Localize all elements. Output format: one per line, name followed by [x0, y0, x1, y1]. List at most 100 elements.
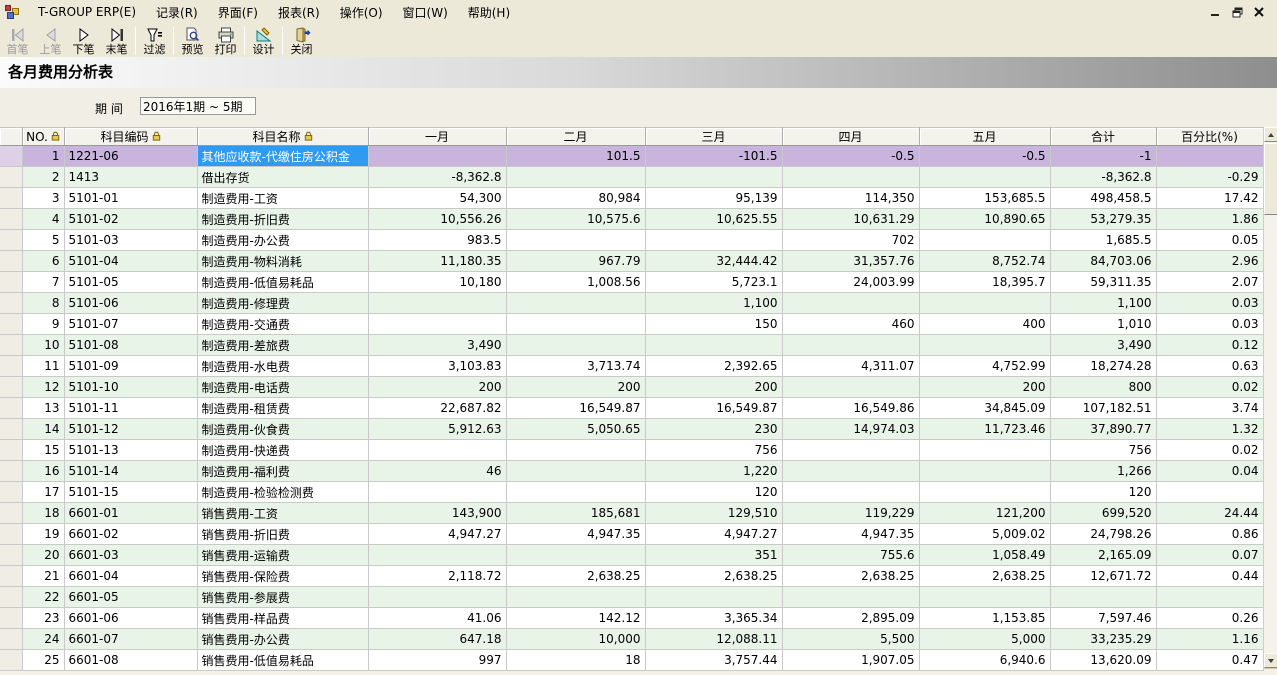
cell[interactable]: 18,274.28: [1050, 355, 1157, 377]
cell[interactable]: 800: [1050, 376, 1157, 398]
cell[interactable]: 11,180.35: [368, 250, 507, 272]
cell[interactable]: 4,947.27: [368, 523, 507, 545]
cell[interactable]: 0.05: [1156, 229, 1264, 251]
cell[interactable]: 6601-03: [64, 544, 198, 566]
print-button[interactable]: 打印: [209, 25, 242, 56]
cell[interactable]: 84,703.06: [1050, 250, 1157, 272]
cell[interactable]: 2,392.65: [645, 355, 783, 377]
row-indicator[interactable]: [0, 376, 23, 398]
cell[interactable]: 3,713.74: [506, 355, 646, 377]
cell[interactable]: 119,229: [782, 502, 920, 524]
cell[interactable]: 120: [1050, 481, 1157, 503]
cell[interactable]: 1,685.5: [1050, 229, 1157, 251]
cell[interactable]: 0.03: [1156, 313, 1264, 335]
preview-button[interactable]: 预览: [176, 25, 209, 56]
cell[interactable]: [1050, 586, 1157, 608]
cell[interactable]: 0.26: [1156, 607, 1264, 629]
cell[interactable]: [645, 334, 783, 356]
cell[interactable]: 25: [22, 649, 65, 671]
cell[interactable]: 19: [22, 523, 65, 545]
cell[interactable]: 702: [782, 229, 920, 251]
cell[interactable]: 24,798.26: [1050, 523, 1157, 545]
cell[interactable]: 11,723.46: [919, 418, 1051, 440]
cell[interactable]: 5101-10: [64, 376, 198, 398]
row-indicator[interactable]: [0, 649, 23, 671]
cell[interactable]: 制造费用-办公费: [197, 229, 369, 251]
cell[interactable]: 5101-05: [64, 271, 198, 293]
cell[interactable]: 销售费用-保险费: [197, 565, 369, 587]
cell[interactable]: 3,757.44: [645, 649, 783, 671]
cell[interactable]: [782, 460, 920, 482]
cell[interactable]: 销售费用-参展费: [197, 586, 369, 608]
cell[interactable]: [919, 439, 1051, 461]
cell[interactable]: 5: [22, 229, 65, 251]
cell[interactable]: 4,947.27: [645, 523, 783, 545]
cell[interactable]: 5101-08: [64, 334, 198, 356]
cell[interactable]: 32,444.42: [645, 250, 783, 272]
cell[interactable]: [919, 586, 1051, 608]
cell[interactable]: 5101-12: [64, 418, 198, 440]
cell[interactable]: 4: [22, 208, 65, 230]
cell[interactable]: 2.07: [1156, 271, 1264, 293]
cell[interactable]: 5101-09: [64, 355, 198, 377]
row-indicator[interactable]: [0, 145, 23, 167]
cell[interactable]: 1,058.49: [919, 544, 1051, 566]
cell[interactable]: [1156, 481, 1264, 503]
cell[interactable]: 6601-05: [64, 586, 198, 608]
cell[interactable]: [506, 229, 646, 251]
cell[interactable]: 0.12: [1156, 334, 1264, 356]
cell[interactable]: 18: [22, 502, 65, 524]
cell[interactable]: 2,638.25: [919, 565, 1051, 587]
cell[interactable]: 12,671.72: [1050, 565, 1157, 587]
period-input[interactable]: [140, 97, 256, 115]
first-record-button[interactable]: 首笔: [1, 25, 34, 56]
cell[interactable]: 1.86: [1156, 208, 1264, 230]
menu-item-interface[interactable]: 界面(F): [217, 5, 258, 20]
cell[interactable]: 46: [368, 460, 507, 482]
cell[interactable]: 5101-06: [64, 292, 198, 314]
cell[interactable]: 129,510: [645, 502, 783, 524]
cell[interactable]: 15: [22, 439, 65, 461]
cell[interactable]: 6,940.6: [919, 649, 1051, 671]
cell[interactable]: 120: [645, 481, 783, 503]
cell[interactable]: 34,845.09: [919, 397, 1051, 419]
row-indicator[interactable]: [0, 292, 23, 314]
cell[interactable]: 3,490: [368, 334, 507, 356]
cell[interactable]: 18,395.7: [919, 271, 1051, 293]
cell[interactable]: 借出存货: [197, 166, 369, 188]
cell[interactable]: 0.44: [1156, 565, 1264, 587]
cell[interactable]: [368, 481, 507, 503]
cell[interactable]: 6601-07: [64, 628, 198, 650]
cell[interactable]: 6601-06: [64, 607, 198, 629]
cell[interactable]: 5101-01: [64, 187, 198, 209]
cell[interactable]: 制造费用-交通费: [197, 313, 369, 335]
cell[interactable]: 销售费用-折旧费: [197, 523, 369, 545]
cell[interactable]: 销售费用-低值易耗品: [197, 649, 369, 671]
cell[interactable]: 5,000: [919, 628, 1051, 650]
row-indicator[interactable]: [0, 397, 23, 419]
cell[interactable]: 699,520: [1050, 502, 1157, 524]
column-header[interactable]: 合计: [1050, 127, 1157, 146]
cell[interactable]: 37,890.77: [1050, 418, 1157, 440]
cell[interactable]: 107,182.51: [1050, 397, 1157, 419]
cell[interactable]: 13: [22, 397, 65, 419]
cell[interactable]: 1,266: [1050, 460, 1157, 482]
cell[interactable]: 制造费用-低值易耗品: [197, 271, 369, 293]
cell[interactable]: 13,620.09: [1050, 649, 1157, 671]
cell[interactable]: 53,279.35: [1050, 208, 1157, 230]
cell[interactable]: 22,687.82: [368, 397, 507, 419]
cell[interactable]: 0.02: [1156, 376, 1264, 398]
cell[interactable]: 1,153.85: [919, 607, 1051, 629]
cell[interactable]: 1.32: [1156, 418, 1264, 440]
cell[interactable]: -8,362.8: [1050, 166, 1157, 188]
menu-item-operation[interactable]: 操作(O): [339, 5, 383, 20]
cell[interactable]: 351: [645, 544, 783, 566]
row-indicator[interactable]: [0, 439, 23, 461]
close-window-button[interactable]: [1251, 5, 1267, 19]
cell[interactable]: [645, 586, 783, 608]
row-indicator[interactable]: [0, 418, 23, 440]
cell[interactable]: 销售费用-办公费: [197, 628, 369, 650]
cell[interactable]: 121,200: [919, 502, 1051, 524]
cell[interactable]: [368, 586, 507, 608]
cell[interactable]: [919, 166, 1051, 188]
